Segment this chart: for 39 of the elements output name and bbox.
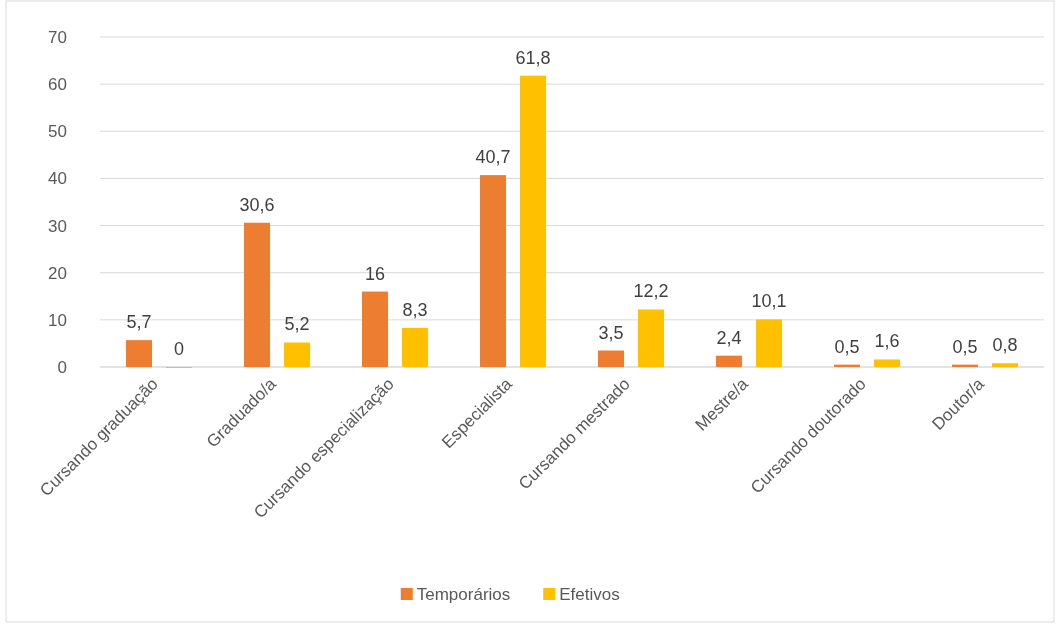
bar (362, 291, 388, 367)
data-label: 0,8 (992, 335, 1018, 356)
data-label: 0,5 (952, 336, 978, 357)
y-tick-label: 10 (48, 310, 67, 330)
data-label: 1,6 (874, 331, 900, 352)
bar (126, 340, 152, 367)
data-label: 10,1 (751, 291, 787, 312)
bar (638, 309, 664, 367)
bar (874, 359, 900, 367)
bar (520, 75, 546, 367)
y-tick-label: 60 (48, 75, 67, 95)
y-tick-label: 50 (48, 122, 67, 142)
bar (402, 327, 428, 367)
data-label: 8,3 (402, 299, 428, 320)
data-label: 30,6 (239, 194, 275, 215)
bar (244, 222, 270, 367)
data-label: 0 (173, 339, 185, 359)
y-tick-label: 70 (48, 28, 67, 47)
y-tick-label: 40 (48, 169, 67, 189)
bar (480, 175, 506, 367)
legend-label: Efetivos (559, 585, 620, 604)
bar (716, 355, 742, 367)
y-tick-label: 20 (48, 263, 67, 283)
data-label: 3,5 (598, 322, 624, 343)
data-label: 2,4 (716, 327, 742, 348)
bar (284, 342, 310, 367)
data-label: 0,5 (834, 336, 860, 357)
data-label: 40,7 (475, 147, 511, 168)
bar (756, 319, 782, 367)
data-label: 5,7 (126, 312, 152, 333)
data-label: 61,8 (515, 47, 551, 68)
data-label: 16 (364, 263, 386, 284)
y-tick-label: 0 (57, 358, 67, 377)
y-tick-label: 30 (48, 216, 67, 236)
legend-label: Temporários (416, 585, 511, 604)
data-label: 5,2 (284, 314, 310, 335)
bar (598, 350, 624, 367)
data-label: 12,2 (633, 281, 669, 302)
bar (992, 363, 1018, 367)
